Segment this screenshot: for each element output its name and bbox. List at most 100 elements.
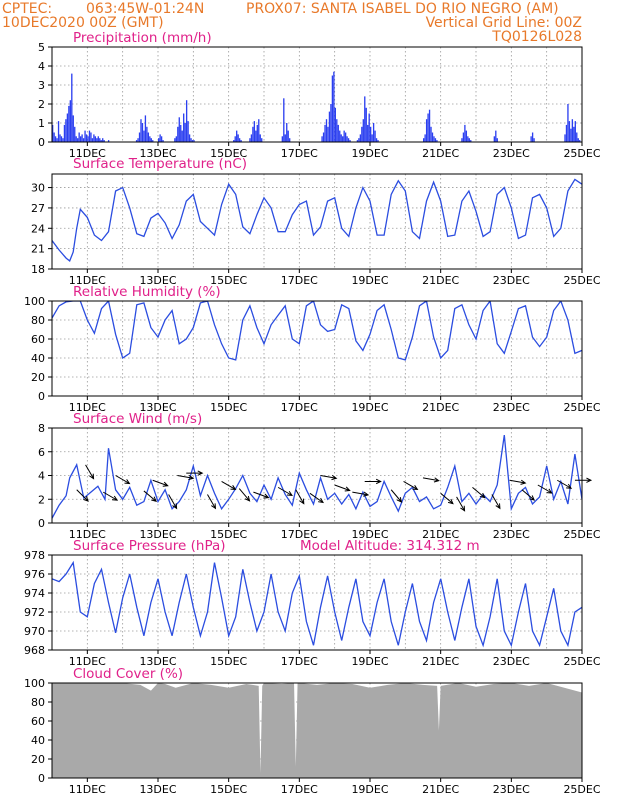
precip-bar [65,119,67,142]
cloud-xtick-label: 25DEC [563,783,600,796]
wind-vector-arrow [334,484,351,492]
precip-bar [82,138,85,142]
precip-bar [359,134,362,142]
wind-xtick-label: 13DEC [139,528,176,541]
precip-bar [72,115,74,142]
pressure-xtick-label: 11DEC [69,655,106,668]
pressure-xtick-label: 17DEC [281,655,318,668]
cloud-ytick-label: 20 [31,753,45,766]
precip-bar [531,132,534,142]
precip-bar [344,132,347,142]
precip-bar [137,138,139,142]
precip-bar [85,134,88,142]
wind-vector-arrow [557,479,573,489]
precip-bar [364,96,366,142]
precip-bar [141,123,144,142]
header-model: TQ0126L028 [491,29,582,45]
header-coords: 063:45W-01:24N [86,1,204,17]
precip-bar [464,124,466,142]
panel-wind: 0 2 4 6 8 11DEC 13DEC 15DEC 17DEC 19DEC 21DEC 23DEC… [38,411,601,541]
precip-xtick-label: 13DEC [139,147,176,160]
cloud-xtick-label: 15DEC [210,783,247,796]
precip-bar [576,132,578,142]
pressure-ytick-label: 972 [24,606,45,619]
wind-xtick-label: 11DEC [69,528,106,541]
precip-bar [138,132,141,142]
pressure-xtick-label: 25DEC [563,655,600,668]
precip-bar [183,113,185,142]
precip-bar [574,121,576,142]
precip-bar [493,136,495,142]
precip-bar [322,132,325,142]
pressure-xtick-label: 13DEC [139,655,176,668]
wind-vector-arrow [85,464,95,480]
precip-bar [434,138,437,142]
precip-bar [68,105,70,142]
precip-bar [255,130,257,142]
precip-bar [425,119,428,142]
wind-ytick-label: 6 [38,446,45,459]
temp-ytick-label: 21 [31,243,45,256]
precip-bar [150,138,152,142]
precip-bar [97,136,99,142]
pressure-ytick-label: 970 [24,625,45,638]
precip-bar [431,132,434,142]
precip-bar [102,138,104,142]
precip-bar [100,140,102,142]
wind-vector-arrow [440,492,454,505]
precip-bar [135,140,138,142]
precip-bar [140,119,142,142]
temp-ytick-label: 30 [31,182,45,195]
pressure-xtick-label: 23DEC [493,655,530,668]
wind-vector-arrow [253,491,270,499]
pressure-ytick-label: 968 [24,644,45,657]
precip-bar [146,126,148,142]
wind-vector-arrow [309,492,324,504]
precip-bar [96,138,98,142]
precip-bar [336,119,338,142]
precip-title: Precipitation (mm/h) [73,30,212,46]
temp-xtick-label: 11DEC [69,274,106,287]
rh-ytick-label: 0 [38,390,45,403]
precip-bar [188,134,191,142]
cloud-xtick-label: 13DEC [139,783,176,796]
precip-bar [81,134,83,142]
precip-ytick-label: 2 [38,98,45,111]
precip-bar [530,136,532,142]
precip-bar [60,136,63,142]
precip-bar [330,104,332,142]
precip-xtick-label: 25DEC [563,147,600,160]
wind-vector-arrow [364,478,382,485]
precip-bar [365,107,367,142]
pressure-subtitle: Model Altitude: 314.312 m [300,538,480,554]
precip-frame [51,46,583,143]
pressure-ytick-label: 974 [24,587,45,600]
precip-bar [59,134,61,142]
precip-bar [158,138,160,142]
header-grid-note: Vertical Grid Line: 00Z [426,15,582,31]
precip-bar [324,124,326,142]
cloud-xtick-label: 19DEC [351,783,388,796]
temp-frame [51,173,583,270]
panel-temp: 18 21 24 27 30 11DEC 13DEC 15DEC 17DEC 19DEC 21DEC… [31,156,601,287]
precip-bar [149,136,151,142]
temp-ytick-label: 27 [31,202,45,215]
precip-bar [88,130,91,142]
precip-bar [283,98,285,142]
cloud-ytick-label: 0 [38,772,45,785]
wind-vector-arrow [207,494,217,510]
precip-ytick-label: 5 [38,41,45,54]
precip-bar [238,138,241,142]
precip-bar [571,119,574,142]
precip-bar [436,140,438,142]
cloud-cover-area [52,683,582,778]
wind-vector-arrow [456,496,466,512]
wind-vector-arrow [320,474,338,481]
header-station: PROX07: SANTA ISABEL DO RIO NEGRO (AM) [246,1,559,17]
cloud-xtick-label: 17DEC [281,783,318,796]
precip-bar [147,132,150,142]
precip-bar [250,134,253,142]
wind-xtick-label: 17DEC [281,528,318,541]
rh-xtick-label: 15DEC [210,401,247,414]
